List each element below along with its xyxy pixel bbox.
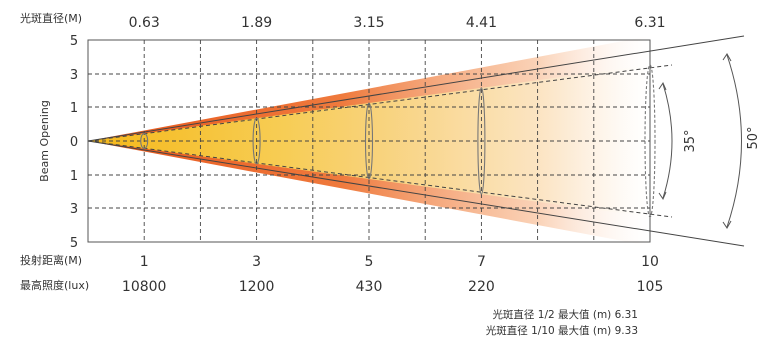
diameter-value: 1.89 <box>241 15 272 31</box>
y-tick-label: 1 <box>70 101 78 116</box>
field-angle-label: 50° <box>746 126 759 149</box>
y-tick-label: 1 <box>70 169 78 184</box>
beam-section-ellipse <box>252 117 261 165</box>
illuminance-value: 10800 <box>122 279 167 295</box>
distance-values: 1 3 5 7 10 <box>140 254 659 270</box>
diameter-value: 4.41 <box>466 15 497 31</box>
beam-angle-label: 35° <box>683 129 698 152</box>
field-angle-arrow-top <box>722 53 732 62</box>
field-angle-arc <box>726 54 742 228</box>
beam-line-lower <box>87 140 673 218</box>
y-tick-label: 3 <box>70 202 78 217</box>
beam-section-ellipse <box>140 132 149 150</box>
y-axis-ticks: 5 3 1 0 1 3 5 <box>70 34 78 251</box>
distance-value: 5 <box>365 254 374 270</box>
beam-section-ellipse <box>477 87 486 195</box>
diameter-value: 0.63 <box>129 15 160 31</box>
note-tenth-max: 光斑直径 1/10 最大值 (m) 9.33 <box>486 324 638 337</box>
distance-value: 7 <box>477 254 486 270</box>
angle-arcs <box>658 53 742 229</box>
distance-value: 10 <box>641 254 659 270</box>
field-line-lower <box>87 140 745 247</box>
illuminance-value: 105 <box>637 279 664 295</box>
beam-angle-arc <box>662 83 673 199</box>
illuminance-value: 1200 <box>239 279 275 295</box>
y-tick-label: 5 <box>70 236 78 251</box>
distance-value: 1 <box>140 254 149 270</box>
illuminance-values: 10800 1200 430 220 105 <box>122 279 663 295</box>
beam-angle-arrow-top <box>658 81 667 91</box>
beam-section-ellipse <box>364 102 374 180</box>
y-tick-label: 5 <box>70 34 78 49</box>
beam-line-upper <box>87 64 673 142</box>
y-tick-label: 0 <box>70 135 78 150</box>
diameter-axis-label: 光斑直径(M) <box>20 11 82 25</box>
illuminance-value: 430 <box>356 279 383 295</box>
beam-section-ellipse <box>644 64 656 218</box>
distance-row-label: 投射距离(M) <box>20 253 82 267</box>
y-tick-label: 3 <box>70 68 78 83</box>
field-angle-arrow-bottom <box>722 220 732 229</box>
beam-sections <box>140 64 656 218</box>
field-line-upper <box>87 35 745 142</box>
illuminance-value: 220 <box>468 279 495 295</box>
distance-value: 3 <box>252 254 261 270</box>
note-half-max: 光斑直径 1/2 最大值 (m) 6.31 <box>492 308 638 321</box>
y-axis-title: Beam Opening <box>38 100 51 182</box>
beam-outline <box>87 35 745 247</box>
illuminance-row-label: 最高照度(lux) <box>20 278 89 292</box>
beam-angle-arrow-bottom <box>658 191 667 201</box>
diameter-value: 6.31 <box>634 15 665 31</box>
grid <box>88 40 650 242</box>
diameter-value: 3.15 <box>353 15 384 31</box>
diameter-values: 0.63 1.89 3.15 4.41 6.31 <box>129 15 666 31</box>
